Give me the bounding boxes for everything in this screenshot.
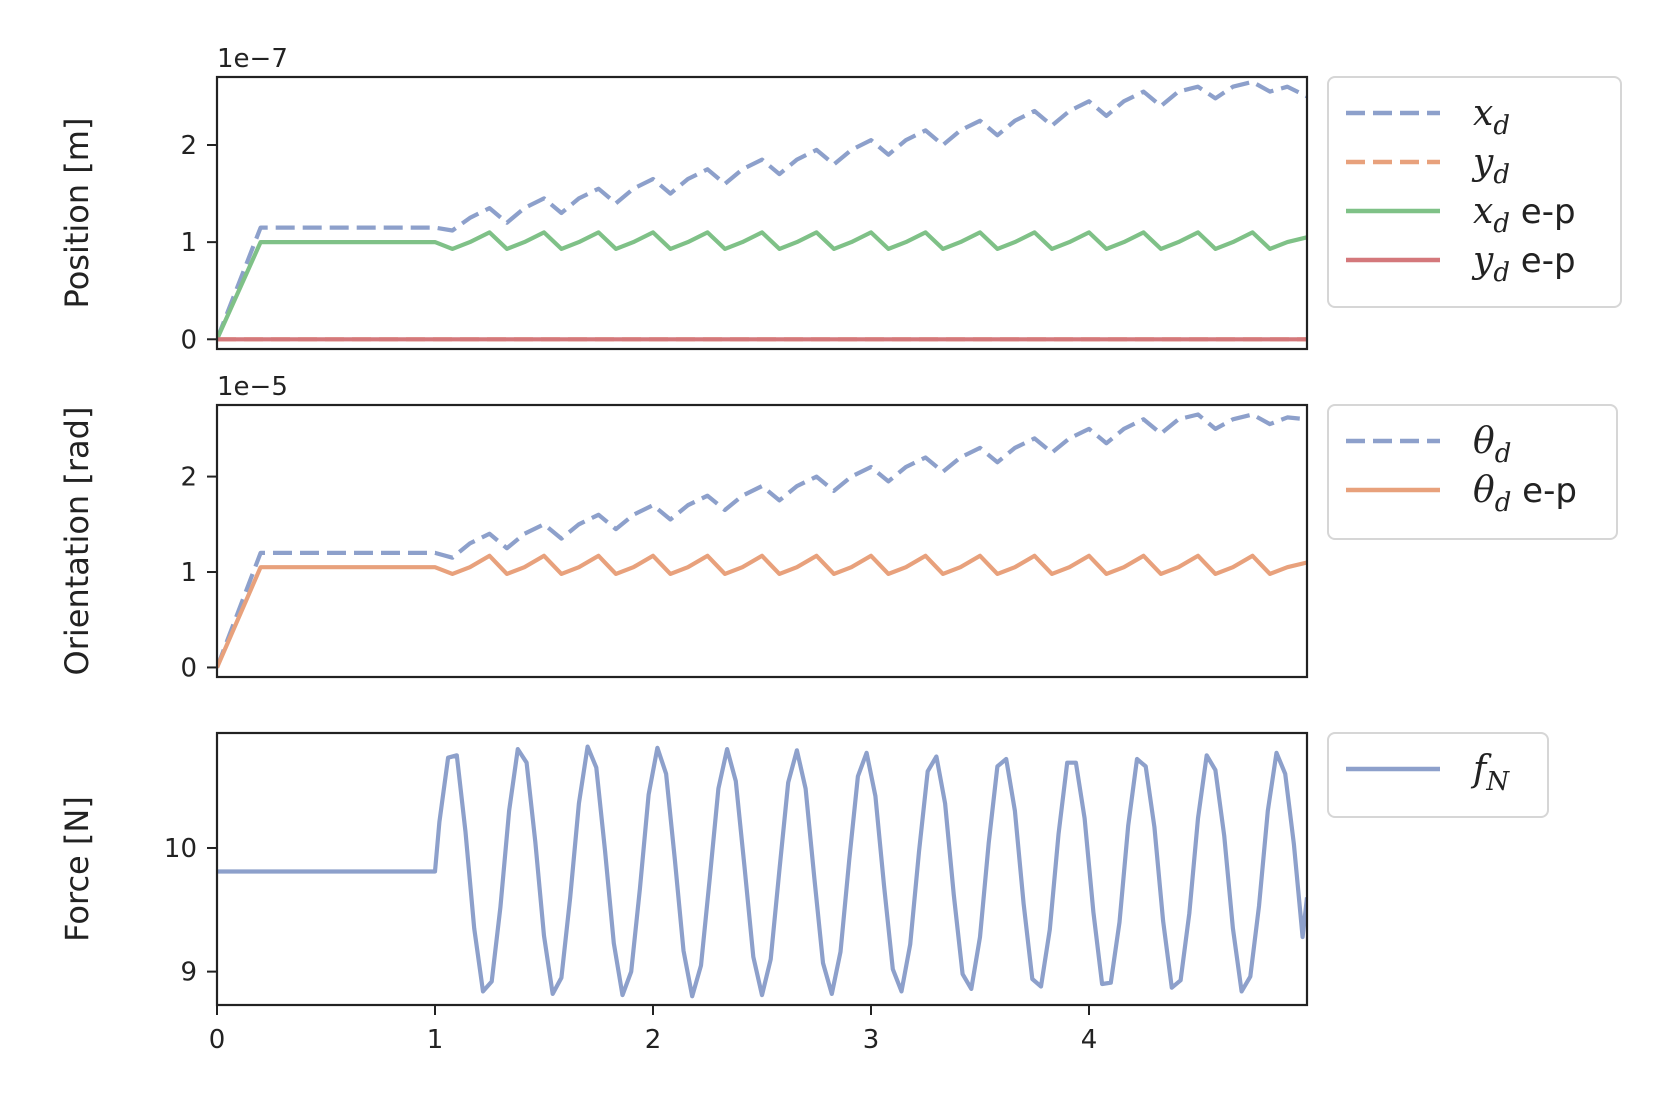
y-tick-label: 0 [180,325,197,355]
offset-text: 1e−7 [217,44,288,74]
y-axis-label: Orientation [rad] [58,407,96,676]
legend-box [1327,76,1622,308]
x-tick-label: 1 [427,1025,444,1055]
legend: fN [1327,732,1549,818]
legend-label: xd [1473,93,1510,141]
series-group [217,412,1307,669]
y-tick-label: 10 [164,834,197,864]
y-tick-label: 2 [180,463,197,493]
legend-box [1327,404,1618,540]
legend-label: θd [1473,421,1511,469]
axes-frame [215,731,1309,1007]
x-tick-label: 0 [209,1025,226,1055]
legend-label: yd e-p [1471,240,1576,288]
legend-label: θd e-p [1473,470,1577,518]
y-tick-label: 1 [180,558,197,588]
force-panel: 9 10 0 1 2 3 4 Force [N] fN [58,731,1549,1055]
legend-label: xd e-p [1473,191,1576,239]
y-axis-label: Force [N] [58,796,96,942]
y-tick-label: 0 [180,653,197,683]
y-axis-label: Position [m] [58,118,96,309]
y-tick-label: 2 [180,131,197,161]
series-group [217,79,1307,342]
x-tick-label: 2 [645,1025,662,1055]
y-tick-label: 1 [180,228,197,258]
series-group [217,744,1307,999]
series-line-x-d-e-p [217,230,1307,341]
series-line-theta-d [217,412,1307,669]
x-tick-label: 4 [1081,1025,1098,1055]
legend-box [1327,732,1549,818]
series-line-theta-d-e-p [217,553,1307,669]
series-line-f-n [217,744,1307,999]
axes-frame [215,403,1309,679]
x-tick-label: 3 [863,1025,880,1055]
axes-frame [215,75,1309,351]
y-tick-label: 9 [180,958,197,988]
offset-text: 1e−5 [217,372,288,402]
legend-label: yd [1471,142,1510,190]
series-line-x-d [217,79,1307,341]
